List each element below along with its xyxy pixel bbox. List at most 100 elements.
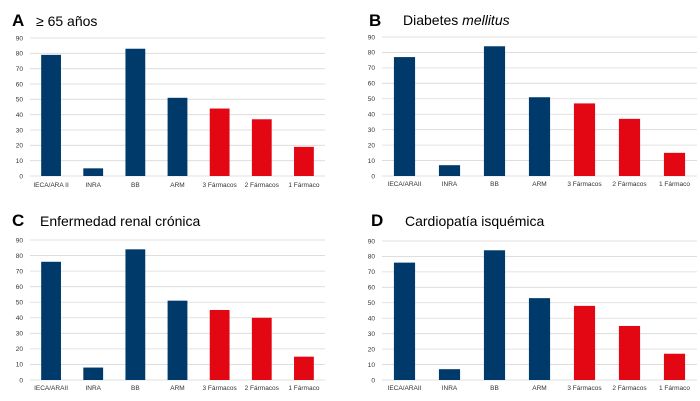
y-tick-label: 90 — [368, 34, 376, 41]
bar — [663, 152, 686, 176]
bar — [209, 310, 230, 380]
x-tick-label: 1 Fármaco — [659, 385, 690, 392]
y-tick-label: 50 — [368, 96, 376, 103]
x-tick-label: 1 Fármaco — [659, 181, 690, 188]
x-tick-label: 2 Fármacos — [245, 385, 280, 392]
y-tick-label: 10 — [16, 158, 24, 165]
bar — [663, 353, 686, 380]
x-tick-label: 2 Fármacos — [245, 182, 280, 189]
x-tick-label: ARM — [170, 182, 184, 189]
x-tick-label: 3 Fármacos — [202, 182, 237, 189]
bar — [618, 325, 641, 380]
bar — [209, 108, 230, 176]
y-tick-label: 50 — [368, 300, 376, 307]
y-tick-label: 90 — [368, 238, 376, 245]
x-tick-label: 1 Fármaco — [288, 385, 319, 392]
y-tick-label: 0 — [371, 377, 375, 384]
y-tick-label: 60 — [368, 285, 376, 292]
x-tick-label: ARM — [532, 385, 546, 392]
bar-chart: 0 10 20 30 40 50 60 70 80 90 IECA/ARAII INRA BB ARM 3 … — [368, 34, 697, 188]
y-tick-label: 70 — [368, 65, 376, 72]
chart-panel-b: B Diabetes mellitus 0 10 20 30 40 50 60 70 80 90 I… — [355, 0, 700, 200]
y-tick-label: 40 — [368, 112, 376, 119]
y-tick-label: 20 — [368, 142, 376, 149]
bar — [483, 250, 506, 380]
y-tick-label: 70 — [368, 269, 376, 276]
bar — [438, 369, 461, 380]
bar — [251, 317, 272, 380]
bar — [41, 261, 61, 380]
y-tick-label: 30 — [16, 127, 24, 134]
y-tick-label: 80 — [368, 50, 376, 57]
x-tick-label: IECA/ARAII — [388, 181, 422, 188]
bar-chart: 0 10 20 30 40 50 60 70 80 90 IECA/ARAII INRA BB ARM 3 … — [368, 238, 697, 392]
x-tick-label: INRA — [85, 385, 101, 392]
y-tick-label: 40 — [368, 316, 376, 323]
x-tick-label: INRA — [85, 182, 101, 189]
x-tick-label: BB — [490, 385, 499, 392]
bar — [251, 119, 272, 176]
bar — [41, 54, 61, 176]
x-tick-label: 2 Fármacos — [612, 181, 647, 188]
y-tick-label: 90 — [16, 35, 24, 42]
bar — [393, 57, 416, 177]
bar — [573, 305, 596, 380]
y-tick-label: 40 — [16, 112, 24, 119]
y-tick-label: 60 — [16, 81, 24, 88]
bar — [167, 97, 188, 176]
x-tick-label: IECA/ARA II — [33, 182, 69, 189]
x-tick-label: BB — [131, 385, 140, 392]
x-tick-label: 3 Fármacos — [567, 181, 602, 188]
x-tick-label: 3 Fármacos — [567, 385, 602, 392]
bar — [125, 249, 146, 380]
x-tick-label: IECA/ARAII — [388, 385, 422, 392]
bar — [573, 103, 596, 176]
x-tick-label: 2 Fármacos — [612, 385, 647, 392]
chart-title: Diabetes mellitus — [403, 12, 510, 28]
bar — [83, 367, 104, 380]
y-tick-label: 90 — [16, 237, 24, 244]
x-tick-label: BB — [490, 181, 499, 188]
x-tick-label: INRA — [442, 181, 458, 188]
chart-title: ≥ 65 años — [36, 13, 98, 29]
panel-letter: C — [12, 211, 25, 230]
bar — [125, 48, 146, 176]
bar — [294, 356, 314, 380]
x-tick-label: 3 Fármacos — [202, 385, 237, 392]
bar — [294, 146, 314, 176]
y-tick-label: 50 — [16, 97, 24, 104]
y-tick-label: 60 — [16, 284, 24, 291]
bar — [83, 168, 104, 176]
x-tick-label: ARM — [532, 181, 546, 188]
y-tick-label: 20 — [16, 346, 24, 353]
y-tick-label: 10 — [16, 362, 24, 369]
y-tick-label: 30 — [16, 331, 24, 338]
bar — [528, 298, 551, 380]
y-tick-label: 40 — [16, 315, 24, 322]
panel-letter: A — [12, 11, 25, 30]
x-tick-label: BB — [131, 182, 140, 189]
y-tick-label: 10 — [368, 158, 376, 165]
bar — [618, 118, 641, 176]
y-tick-label: 70 — [16, 66, 24, 73]
chart-title: Cardiopatía isquémica — [405, 213, 545, 229]
bar — [393, 262, 416, 380]
y-tick-label: 30 — [368, 331, 376, 338]
y-tick-label: 0 — [19, 377, 23, 384]
bar — [167, 300, 188, 380]
chart-panel-c: C Enfermedad renal crónica 0 10 20 30 40 50 60… — [0, 205, 340, 401]
y-tick-label: 50 — [16, 300, 24, 307]
x-tick-label: INRA — [442, 385, 458, 392]
y-tick-label: 0 — [371, 173, 375, 180]
y-tick-label: 10 — [368, 362, 376, 369]
panel-letter: B — [369, 11, 382, 30]
chart-title: Enfermedad renal crónica — [40, 213, 201, 229]
y-tick-label: 70 — [16, 268, 24, 275]
y-tick-label: 80 — [16, 253, 24, 260]
y-tick-label: 20 — [16, 143, 24, 150]
y-tick-label: 0 — [19, 173, 23, 180]
x-tick-label: ARM — [170, 385, 184, 392]
y-tick-label: 60 — [368, 81, 376, 88]
chart-panel-a: A ≥ 65 años 0 10 20 30 40 50 60 70 80 90 IECA/ARA … — [0, 0, 340, 200]
x-tick-label: IECA/ARAII — [34, 385, 68, 392]
